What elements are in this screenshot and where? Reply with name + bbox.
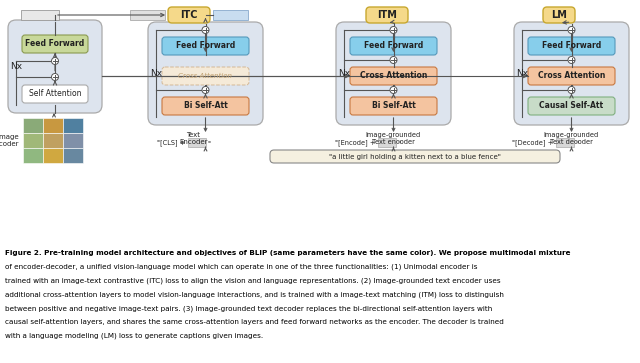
Text: Nx: Nx [338,69,350,78]
FancyBboxPatch shape [162,37,249,55]
Bar [43,118,63,133]
FancyBboxPatch shape [543,7,575,23]
Text: causal self-attention layers, and shares the same cross-attention layers and fee: causal self-attention layers, and shares… [5,319,504,325]
Text: Bi Self-Att: Bi Self-Att [372,102,415,110]
Text: Cross Attention: Cross Attention [360,72,427,81]
Text: "[CLS] +: "[CLS] + [157,140,186,146]
Text: LM: LM [551,10,567,20]
Text: "[Decode] +: "[Decode] + [513,140,554,146]
Text: ": " [397,140,401,146]
FancyBboxPatch shape [528,97,615,115]
Circle shape [390,26,397,33]
FancyBboxPatch shape [8,20,102,113]
Bar [23,118,43,133]
FancyBboxPatch shape [168,7,210,23]
Text: "a little girl holding a kitten next to a blue fence": "a little girl holding a kitten next to … [329,154,501,159]
Text: Feed Forward: Feed Forward [542,41,601,50]
Circle shape [202,26,209,33]
Text: ITM: ITM [377,10,397,20]
Text: Image-grounded
Text decoder: Image-grounded Text decoder [544,132,599,145]
Bar [556,138,573,147]
Text: Figure 2. Pre-training model architecture and objectives of BLIP (same parameter: Figure 2. Pre-training model architectur… [5,250,570,256]
FancyBboxPatch shape [162,97,249,115]
Text: Nx: Nx [516,69,528,78]
FancyBboxPatch shape [514,22,629,125]
Bar [63,118,83,133]
FancyBboxPatch shape [22,35,88,53]
Text: Nx: Nx [10,62,22,71]
Text: Image
Encoder: Image Encoder [0,134,19,147]
Bar [213,10,248,20]
FancyBboxPatch shape [162,67,249,85]
FancyBboxPatch shape [350,67,437,85]
FancyBboxPatch shape [350,37,437,55]
FancyBboxPatch shape [148,22,263,125]
Circle shape [390,57,397,64]
FancyBboxPatch shape [22,85,88,103]
Text: Bi Self-Att: Bi Self-Att [184,102,227,110]
FancyBboxPatch shape [270,150,560,163]
Text: "[Encode] +: "[Encode] + [335,140,376,146]
Circle shape [568,57,575,64]
Circle shape [202,86,209,94]
Text: additional cross-attention layers to model vision-language interactions, and is : additional cross-attention layers to mod… [5,291,504,298]
Text: Feed Forward: Feed Forward [364,41,423,50]
Text: with a language modeling (LM) loss to generate captions given images.: with a language modeling (LM) loss to ge… [5,333,263,339]
Circle shape [568,86,575,94]
Bar [43,148,63,163]
Text: ITC: ITC [180,10,198,20]
Text: Causal Self-Att: Causal Self-Att [540,102,604,110]
Text: Feed Forward: Feed Forward [176,41,235,50]
Circle shape [568,26,575,33]
Text: ": " [207,140,211,146]
Bar [63,148,83,163]
Text: Nx: Nx [150,69,162,78]
Circle shape [390,86,397,94]
Text: Image-grounded
Text encoder: Image-grounded Text encoder [366,132,421,145]
Circle shape [51,73,58,81]
Text: Cross Attention: Cross Attention [538,72,605,81]
FancyBboxPatch shape [528,67,615,85]
Text: trained with an image-text contrastive (ITC) loss to align the vision and langua: trained with an image-text contrastive (… [5,278,500,284]
FancyBboxPatch shape [528,37,615,55]
Bar [378,138,396,147]
Bar [43,133,63,148]
Circle shape [51,57,58,65]
Text: of encoder-decoder, a unified vision-language model which can operate in one of : of encoder-decoder, a unified vision-lan… [5,264,477,270]
FancyBboxPatch shape [336,22,451,125]
Text: Text
Encoder: Text Encoder [179,132,208,145]
Text: between positive and negative image-text pairs. (3) Image-grounded text decoder : between positive and negative image-text… [5,305,492,312]
Bar [188,138,205,147]
Text: ": " [575,140,579,146]
Text: Cross Attention: Cross Attention [179,73,232,79]
Bar [63,133,83,148]
Bar [23,133,43,148]
FancyBboxPatch shape [366,7,408,23]
Bar [21,10,59,20]
Text: Self Attention: Self Attention [29,90,81,98]
Text: Feed Forward: Feed Forward [26,40,84,49]
Bar [130,10,165,20]
FancyBboxPatch shape [350,97,437,115]
Bar [23,148,43,163]
